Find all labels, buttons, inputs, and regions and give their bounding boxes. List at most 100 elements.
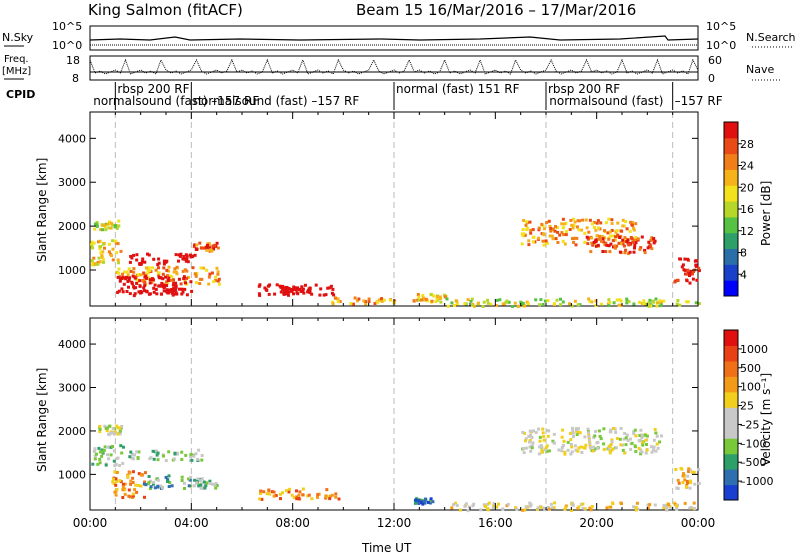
echo-cell [556,230,560,234]
echo-cell [290,289,293,293]
echo-cell [162,284,166,288]
echo-cell [174,288,178,292]
echo-cell [455,504,459,507]
nave-label: Nave [746,63,774,76]
echo-cell [129,450,133,454]
echo-cell [608,430,612,434]
echo-cell [188,478,192,482]
echo-cell [576,303,580,307]
echo-cell [543,448,547,452]
echo-cell [646,246,650,250]
echo-cell [137,290,141,294]
echo-cell [539,444,543,447]
echo-cell [665,504,668,507]
echo-cell [197,448,201,452]
echo-cell [105,429,109,433]
echo-cell [596,440,600,444]
echo-cell [647,240,651,244]
echo-cell [116,290,120,294]
echo-cell [121,496,125,499]
echo-cell [545,241,549,245]
echo-cell [598,237,602,241]
echo-cell [144,483,148,487]
echo-cell [613,246,617,250]
echo-cell [607,298,611,302]
echo-cell [560,449,564,453]
echo-cell [278,492,282,496]
echo-cell [602,447,606,451]
echo-cell [334,492,338,496]
echo-cell [121,488,125,492]
echo-cell [336,297,340,301]
cpid-label: CPID [6,88,35,101]
echo-cell [694,264,698,268]
echo-cell [463,504,467,508]
echo-cell [654,297,658,301]
echo-cell [310,497,314,501]
echo-cell [561,443,565,447]
cpid-segment-label: rbsp 200 RF [117,82,189,96]
echo-cell [665,508,669,512]
echo-cell [137,273,140,277]
echo-cell [527,243,531,247]
echo-cell [109,445,113,449]
echo-cell [137,484,141,487]
echo-cell [90,259,94,262]
echo-cell [154,268,158,272]
echo-cell [162,289,166,293]
colorbar-swatch [724,201,738,218]
echo-cell [450,301,454,305]
echo-cell [165,280,168,284]
echo-cell [174,253,178,257]
echo-cell [167,474,171,478]
colorbar-swatch [724,185,738,202]
echo-cell [145,289,148,293]
echo-cell [111,247,115,251]
echo-cell [524,437,528,441]
echo-cell [654,431,658,435]
echo-cell [624,436,628,440]
echo-cell [697,266,701,270]
echo-cell [577,228,581,232]
echo-cell [548,224,552,228]
echo-cell [563,450,567,454]
echo-cell [107,250,111,254]
echo-cell [534,430,538,434]
echo-cell [166,479,170,483]
freq-label-2: [MHz] [2,66,31,77]
echo-cell [178,287,181,291]
echo-cell [115,226,119,230]
echo-cell [131,494,135,498]
echo-cell [181,257,185,261]
echo-cell [608,449,612,453]
echo-cell [673,280,677,284]
echo-cell [285,286,289,289]
echo-cell [119,249,123,253]
echo-cell [148,457,152,461]
echo-cell [352,302,355,306]
echo-cell [681,474,685,478]
echo-cell [537,226,541,230]
echo-cell [615,244,619,248]
echo-cell [331,287,335,291]
echo-cell [198,282,202,285]
echo-cell [104,463,108,467]
echo-cell [132,253,136,257]
echo-cell [170,484,174,488]
echo-cell [690,470,694,474]
echo-cell [189,280,193,284]
echo-cell [689,481,693,485]
echo-cell [115,487,119,491]
echo-cell [417,295,421,299]
echo-cell [193,253,197,257]
echo-cell [630,223,634,227]
echo-cell [139,290,143,293]
echo-cell [202,266,206,270]
echo-cell [147,480,151,484]
echo-cell [570,445,574,449]
echo-cell [438,297,442,300]
echo-cell [424,297,428,301]
echo-cell [104,426,108,430]
velocity-ylabel: Slant Range [km] [35,368,49,472]
echo-cell [135,281,139,285]
